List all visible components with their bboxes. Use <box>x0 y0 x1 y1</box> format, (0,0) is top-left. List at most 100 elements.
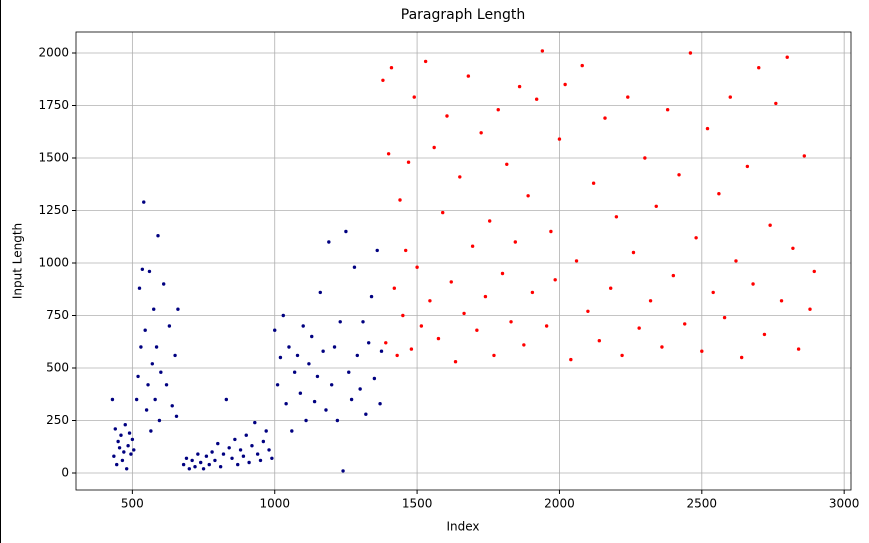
point <box>137 286 142 290</box>
point <box>117 446 122 450</box>
point <box>250 443 254 448</box>
point <box>110 397 115 402</box>
point <box>372 376 377 381</box>
point <box>193 464 197 469</box>
point <box>115 462 119 467</box>
point <box>241 454 246 458</box>
point <box>569 357 573 362</box>
point <box>700 349 704 353</box>
point <box>479 131 483 135</box>
point <box>120 458 125 463</box>
point <box>745 164 750 169</box>
point <box>312 399 317 404</box>
point <box>677 173 681 177</box>
point <box>290 429 294 433</box>
point <box>517 84 522 89</box>
point <box>190 458 194 463</box>
point <box>184 456 189 460</box>
point <box>236 462 240 467</box>
point <box>199 460 203 465</box>
y-tick-label: 0 <box>61 465 69 479</box>
point <box>366 341 371 345</box>
point <box>129 452 133 456</box>
point <box>762 332 767 337</box>
point <box>318 290 322 295</box>
point <box>694 236 698 240</box>
point <box>126 443 130 448</box>
point <box>329 383 334 387</box>
point <box>213 458 217 463</box>
point <box>734 259 738 263</box>
point <box>143 328 147 332</box>
point <box>513 240 518 244</box>
point <box>711 290 715 295</box>
point <box>307 362 311 366</box>
point <box>338 320 342 324</box>
point <box>392 286 397 290</box>
point <box>149 429 153 433</box>
point <box>614 215 619 219</box>
point <box>358 387 362 391</box>
x-tick-label: 2000 <box>544 497 575 511</box>
point <box>224 397 229 402</box>
point <box>150 362 155 366</box>
point <box>620 353 624 358</box>
chart-title: Paragraph Length <box>401 7 525 23</box>
point <box>509 320 513 324</box>
point <box>728 95 732 99</box>
point <box>210 450 214 454</box>
point <box>522 343 526 347</box>
point <box>722 315 727 320</box>
point <box>557 137 562 141</box>
point <box>466 74 471 78</box>
point <box>233 437 237 442</box>
point <box>181 462 186 467</box>
point <box>156 233 160 238</box>
point <box>273 328 277 332</box>
point <box>344 229 348 234</box>
point <box>292 370 297 374</box>
point <box>275 383 280 387</box>
point <box>406 160 411 164</box>
y-axis-label: Input Length <box>11 223 25 299</box>
point <box>774 101 778 106</box>
point <box>608 286 613 290</box>
point <box>315 374 320 379</box>
point <box>161 282 166 286</box>
point <box>458 175 462 179</box>
point <box>281 313 285 318</box>
point <box>791 246 795 250</box>
point <box>496 107 500 112</box>
point <box>119 433 123 437</box>
y-tick-label: 250 <box>46 413 69 427</box>
point <box>174 414 179 418</box>
point <box>470 244 475 248</box>
point <box>298 391 303 395</box>
point <box>404 248 408 253</box>
point <box>244 433 248 437</box>
point <box>812 269 816 274</box>
point <box>530 290 535 295</box>
point <box>321 349 325 353</box>
point <box>553 278 557 282</box>
point <box>153 397 157 402</box>
point <box>796 347 801 351</box>
y-tick-label: 750 <box>46 308 69 322</box>
point <box>449 280 453 284</box>
point <box>270 456 274 460</box>
x-tick-label: 2500 <box>687 497 718 511</box>
point <box>683 322 687 326</box>
point <box>196 452 200 456</box>
point <box>631 250 636 255</box>
point <box>671 273 676 278</box>
point <box>580 63 584 68</box>
point <box>164 383 169 387</box>
point <box>419 324 424 328</box>
point <box>445 114 449 118</box>
point <box>201 467 206 471</box>
point <box>453 359 458 364</box>
point <box>379 349 384 353</box>
point <box>278 355 283 360</box>
point <box>540 49 545 53</box>
